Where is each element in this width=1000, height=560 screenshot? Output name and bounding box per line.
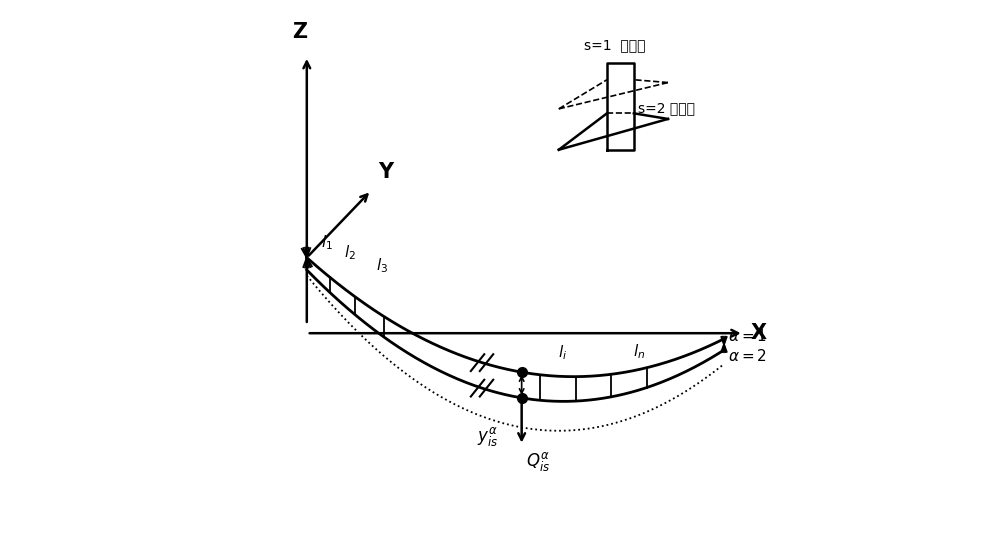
Text: $\alpha=2$: $\alpha=2$ <box>728 348 767 363</box>
Text: $l_n$: $l_n$ <box>633 343 645 361</box>
Text: $l_3$: $l_3$ <box>376 256 388 275</box>
Text: Y: Y <box>378 162 394 182</box>
Text: $\alpha=1$: $\alpha=1$ <box>728 328 768 344</box>
Text: $l_i$: $l_i$ <box>558 343 567 362</box>
Text: s=1  竖直面: s=1 竖直面 <box>584 38 646 52</box>
Text: $Q_{is}^{\alpha}$: $Q_{is}^{\alpha}$ <box>526 450 550 473</box>
Text: s=2 水平面: s=2 水平面 <box>638 101 695 115</box>
Text: X: X <box>751 323 767 343</box>
Text: $l_2$: $l_2$ <box>344 244 356 263</box>
Text: $y_{is}^{\alpha}$: $y_{is}^{\alpha}$ <box>477 425 498 448</box>
Text: Z: Z <box>293 22 308 42</box>
Text: $l_1$: $l_1$ <box>321 234 333 252</box>
